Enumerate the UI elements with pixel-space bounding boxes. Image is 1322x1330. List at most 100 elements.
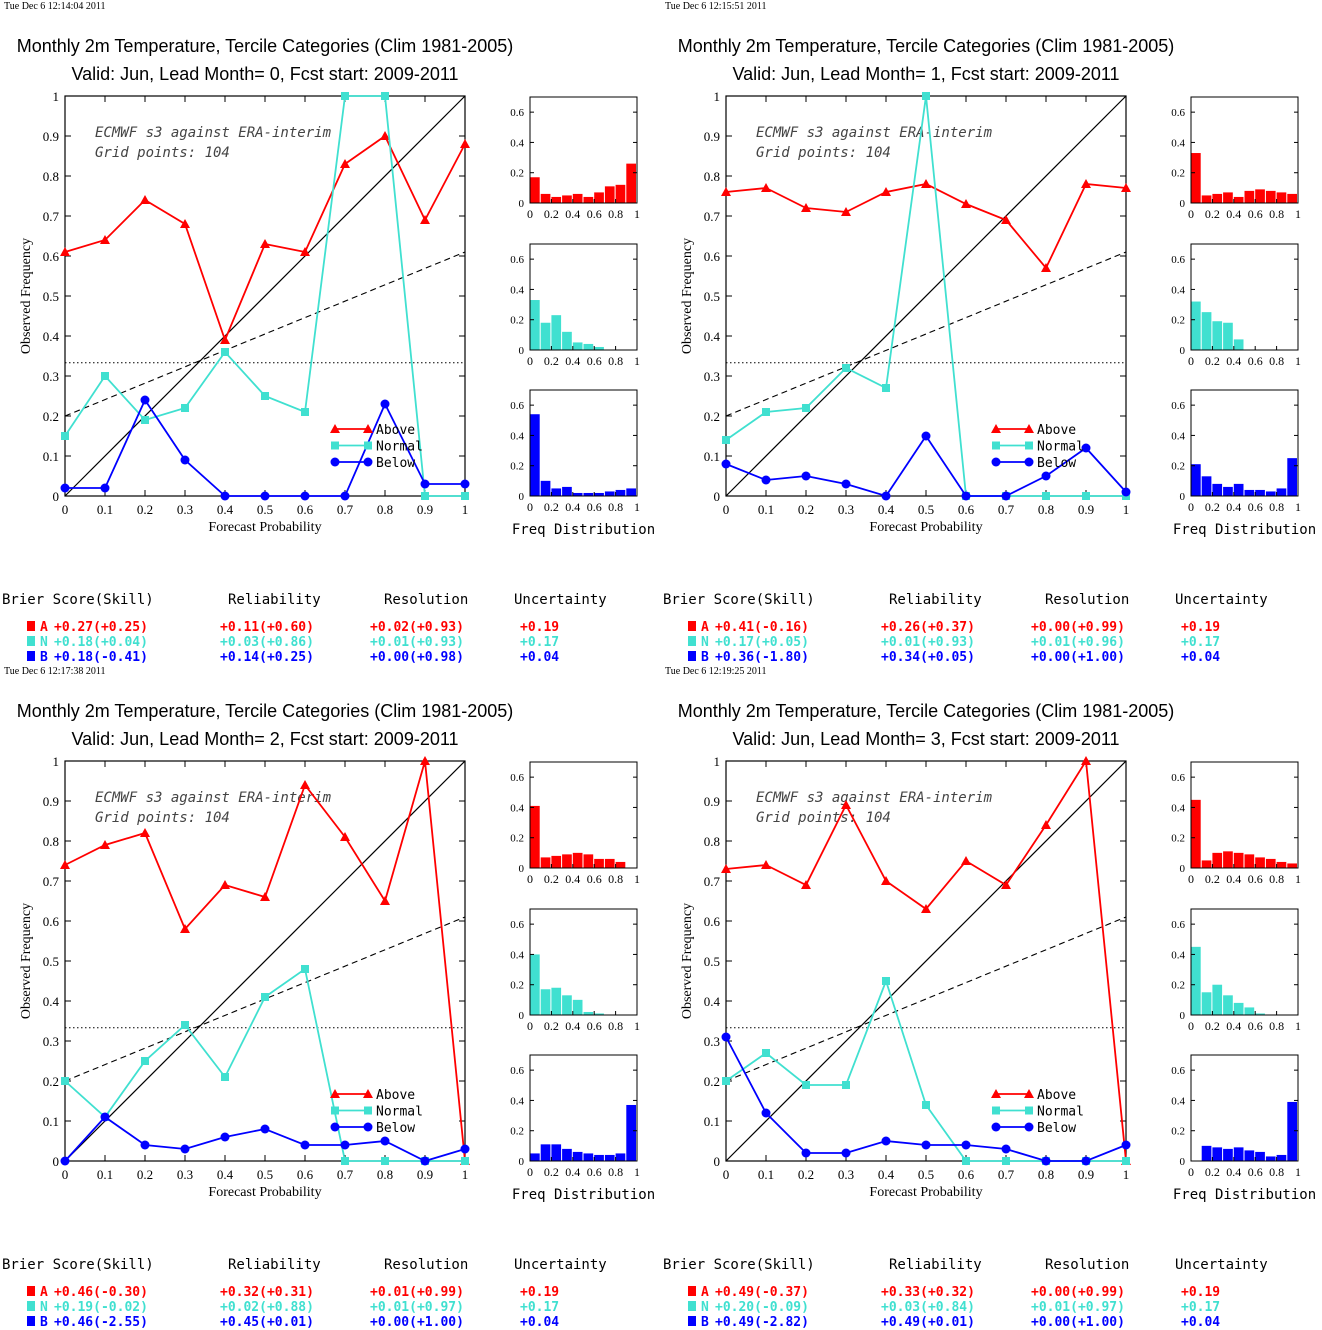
point-below: [60, 1156, 70, 1166]
hist-bar: [583, 1153, 594, 1161]
freq-histogram-below: 0 0.2 0.4 0.6 0 0.2 0.4 0.6 0.8 1: [1171, 1054, 1301, 1179]
hist-x-tick-label: 0.6: [587, 1019, 602, 1033]
hist-x-tick-label: 0.4: [565, 1165, 580, 1179]
hist-y-tick-label: 0.6: [1171, 919, 1185, 931]
hist-x-tick-label: 0: [1188, 872, 1194, 886]
hist-bar: [583, 492, 594, 496]
x-tick-label: 0.9: [417, 1167, 433, 1182]
hist-bar: [604, 858, 615, 868]
hist-bar: [1191, 464, 1201, 496]
x-tick-label: 0.6: [958, 502, 975, 517]
hist-y-tick-label: 0.4: [1171, 284, 1185, 296]
point-above: [220, 335, 230, 344]
point-above: [841, 207, 851, 216]
hist-bar: [1201, 1145, 1212, 1161]
point-above: [1001, 880, 1011, 889]
hist-x-tick-label: 1: [634, 354, 640, 368]
hist-y-tick-label: 0.6: [510, 919, 524, 931]
hist-x-tick-label: 0.6: [1248, 354, 1263, 368]
annotation-source: ECMWF s3 against ERA-interim: [95, 790, 332, 806]
score-value: +0.19: [520, 1285, 559, 1300]
panel-lead-3: Tue Dec 6 12:19:25 2011 Monthly 2m Temper…: [663, 666, 1316, 1330]
row-swatch: [688, 1316, 696, 1326]
legend-marker: [330, 1122, 340, 1132]
hist-y-tick-label: 0.2: [510, 315, 524, 327]
y-tick-label: 0.6: [704, 914, 721, 929]
hist-y-tick-label: 0: [519, 198, 525, 210]
hist-x-tick-label: 0.8: [1269, 1165, 1284, 1179]
point-above: [380, 896, 390, 905]
table-header: Reliability: [889, 592, 982, 608]
point-normal: [882, 384, 890, 392]
score-value: +0.18(+0.04): [54, 635, 148, 650]
score-table: Brier Score(Skill) Reliability Resolution U…: [2, 1257, 607, 1330]
legend-marker: [1024, 1089, 1034, 1098]
point-below: [841, 1148, 851, 1158]
hist-x-tick-label: 0.2: [544, 354, 559, 368]
timestamp: Tue Dec 6 12:17:38 2011: [4, 666, 105, 677]
point-below: [1001, 1144, 1011, 1154]
chart-title: Monthly 2m Temperature, Tercile Categori…: [678, 701, 1175, 721]
hist-bar: [1276, 488, 1287, 496]
hist-bar: [626, 1104, 636, 1161]
legend-marker: [331, 1106, 339, 1115]
point-above: [260, 892, 270, 901]
point-above: [180, 924, 190, 933]
score-value: +0.02(+0.88): [220, 1300, 314, 1315]
point-below: [100, 1112, 110, 1122]
y-tick-label: 0.3: [704, 369, 720, 384]
point-above: [721, 187, 731, 196]
hist-bar: [1212, 984, 1223, 1015]
point-below: [921, 1140, 931, 1150]
hist-y-tick-label: 0.4: [510, 284, 524, 296]
y-tick-label: 0.5: [704, 289, 720, 304]
score-value: +0.14(+0.25): [220, 650, 314, 665]
hist-x-tick-label: 0.4: [1226, 207, 1241, 221]
hist-bar: [551, 196, 562, 203]
point-normal: [181, 1021, 189, 1029]
legend-label: Below: [1037, 456, 1076, 471]
hist-bar: [1233, 483, 1244, 496]
row-swatch: [27, 1286, 35, 1296]
y-tick-label: 0.4: [43, 329, 60, 344]
x-tick-label: 0.1: [97, 1167, 113, 1182]
point-above: [60, 247, 70, 256]
y-tick-label: 0.5: [43, 954, 59, 969]
point-above: [961, 199, 971, 208]
hist-bar: [540, 1144, 551, 1161]
series-above: [721, 179, 1131, 272]
legend-marker: [992, 1106, 1000, 1115]
hist-x-tick-label: 0.4: [565, 500, 580, 514]
freq-distribution-label: Freq Distribution: [512, 1187, 655, 1203]
y-tick-label: 0.2: [43, 409, 59, 424]
hist-x-tick-label: 0.6: [1248, 872, 1263, 886]
hist-y-tick-label: 0.2: [510, 980, 524, 992]
hist-bar: [1201, 992, 1212, 1015]
hist-x-tick-label: 0.2: [1205, 872, 1220, 886]
point-normal: [802, 1081, 810, 1089]
hist-bar: [583, 1011, 594, 1015]
y-tick-label: 1: [53, 89, 60, 104]
table-header: Reliability: [228, 1257, 321, 1273]
x-tick-label: 0.8: [377, 502, 393, 517]
hist-frame: [1190, 389, 1299, 497]
y-tick-label: 0: [53, 1154, 60, 1169]
hist-x-tick-label: 0.8: [608, 207, 623, 221]
legend-marker: [1024, 457, 1034, 467]
legend-marker: [991, 1122, 1001, 1132]
hist-bar: [540, 989, 551, 1015]
freq-histogram-below: 0 0.2 0.4 0.6 0 0.2 0.4 0.6 0.8 1: [1171, 389, 1301, 514]
hist-x-tick-label: 0.8: [608, 1019, 623, 1033]
x-tick-label: 0: [723, 1167, 730, 1182]
hist-bar: [1223, 995, 1233, 1015]
hist-bar: [1223, 1148, 1233, 1161]
hist-bar: [1223, 322, 1233, 350]
point-normal: [181, 404, 189, 412]
hist-frame: [529, 389, 638, 497]
hist-bar: [1201, 195, 1212, 203]
legend-marker: [364, 1106, 372, 1115]
legend-label: Normal: [1037, 1105, 1084, 1120]
hist-frame: [529, 908, 638, 1016]
